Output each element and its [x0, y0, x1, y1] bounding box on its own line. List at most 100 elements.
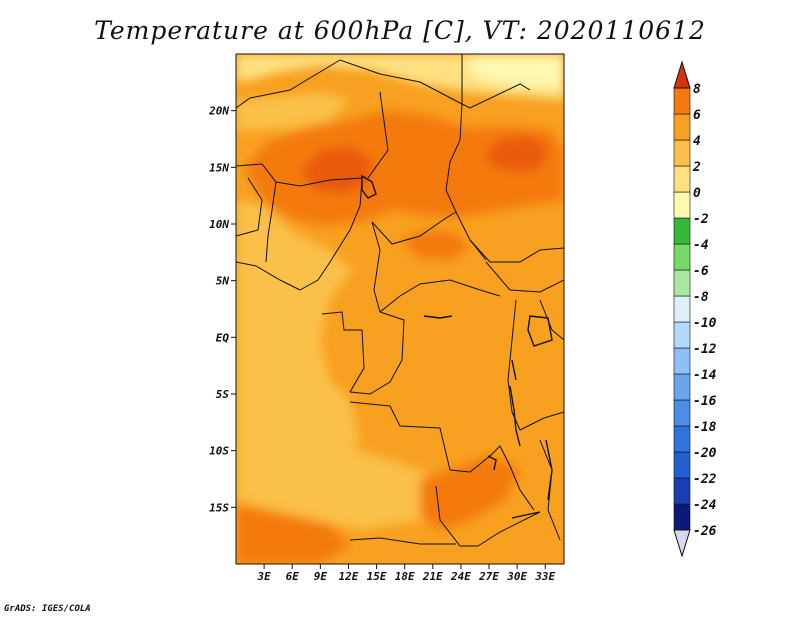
border-westafrica-inland	[236, 177, 263, 237]
border-drc-angola	[349, 401, 451, 471]
map-title: Temperature at 600hPa [C], VT: 202011061…	[94, 16, 706, 45]
lat-tick-label: 5S	[216, 388, 230, 401]
colorbar-box	[673, 165, 691, 193]
lat-tick-label: 15S	[209, 501, 229, 514]
colorbar-label: -16	[693, 394, 717, 409]
colorbar-under-arrow	[673, 529, 691, 558]
colorbar-label: -6	[693, 264, 709, 279]
border-angola-zambia	[435, 485, 478, 547]
border-angola-namibia	[349, 537, 456, 545]
lake-kivu	[511, 359, 517, 381]
colorbar-over-arrow	[673, 60, 691, 89]
border-southsudan-drc	[485, 261, 564, 293]
lon-tick-label: 21E	[422, 570, 443, 583]
colorbar-box	[673, 139, 691, 167]
lon-tick-label: 18E	[395, 570, 415, 583]
border-westafrica-coast	[236, 261, 301, 291]
border-niger-chad	[367, 91, 389, 179]
colorbar-box	[673, 425, 691, 453]
colorbar-box	[673, 191, 691, 219]
colorbar-label: -4	[693, 238, 709, 253]
border-nigeria-benin	[265, 181, 277, 263]
colorbar-box	[673, 451, 691, 479]
lat-tick-label: 15N	[209, 161, 229, 174]
border-cameroon-car	[371, 221, 381, 313]
border-niger-nigeria	[236, 163, 363, 187]
colorbar-label: 0	[693, 186, 701, 201]
border-uganda-kenya	[539, 299, 564, 341]
lon-tick-label: 3E	[256, 570, 271, 583]
colorbar-label: -22	[693, 472, 717, 487]
border-nigeria-cameroon	[299, 179, 363, 291]
lon-tick-label: 6E	[286, 570, 300, 583]
colorbar-label: -14	[693, 368, 717, 383]
field-southwest-pale	[236, 430, 460, 530]
field-southeast-warm	[420, 455, 520, 530]
longitude-axis: 3E 6E 9E 12E 15E 18E 21E 24E 27E 30E 33E	[256, 564, 556, 583]
lake-mweru	[487, 455, 497, 471]
lat-tick-label: 10S	[209, 445, 229, 458]
colorbar-label: 6	[693, 108, 701, 123]
lake-malawi	[545, 439, 553, 501]
field-west-sahel-pale	[236, 92, 350, 130]
lake-congo-basin	[423, 315, 453, 319]
border-chad-car	[371, 211, 457, 245]
border-drc-zambia	[449, 445, 535, 511]
lon-tick-label: 27E	[478, 570, 499, 583]
border-sudan-south	[469, 239, 564, 263]
colorbar-box	[673, 87, 691, 115]
field-south-warm	[236, 505, 350, 564]
colorbar-label: -18	[693, 420, 717, 435]
field-central-warm-patch	[400, 230, 470, 260]
temperature-field	[236, 54, 564, 564]
border-niger-algeria	[236, 59, 463, 109]
border-car-drc	[379, 279, 501, 313]
lat-tick-label: 20N	[208, 105, 229, 118]
colorbar-box	[673, 477, 691, 505]
lat-tick-label: 10N	[209, 218, 229, 231]
colorbar-box	[673, 269, 691, 297]
border-congo-drc	[349, 311, 405, 395]
lon-tick-label: 12E	[339, 570, 359, 583]
colorbar-box	[673, 217, 691, 245]
border-niger-chad-libya	[461, 54, 531, 109]
colorbar-label: -20	[693, 446, 717, 461]
colorbar-box	[673, 503, 691, 531]
lon-tick-label: 30E	[506, 570, 527, 583]
colorbar-label: -26	[693, 524, 717, 539]
colorbar-box	[673, 243, 691, 271]
colorbar-box	[673, 113, 691, 141]
lakes	[361, 174, 553, 519]
colorbar-label: -24	[693, 498, 717, 513]
colorbar-label: 4	[693, 134, 701, 149]
colorbar-box	[673, 321, 691, 349]
colorbar-label: -2	[693, 212, 709, 227]
field-far-north-cool	[470, 54, 564, 88]
lake-victoria	[527, 315, 553, 347]
lon-tick-label: 15E	[367, 570, 387, 583]
lat-tick-label: 5N	[216, 275, 230, 288]
colorbar-box	[673, 373, 691, 401]
field-hot-core-east	[485, 136, 548, 172]
border-zambia-south	[477, 511, 541, 547]
lon-tick-label: 24E	[450, 570, 471, 583]
map-frame	[235, 53, 565, 565]
lake-kariba	[511, 511, 541, 519]
lake-chad	[361, 174, 377, 199]
colorbar-box	[673, 295, 691, 323]
lon-tick-label: 9E	[314, 570, 328, 583]
lake-tanganyika	[509, 385, 521, 447]
border-gabon-congo	[321, 311, 365, 393]
colorbar-label: -10	[693, 316, 717, 331]
colorbar-box	[673, 347, 691, 375]
colorbar-label: -12	[693, 342, 717, 357]
colorbar-label: 8	[693, 82, 701, 97]
lat-tick-label: EQ	[216, 331, 230, 344]
field-sahel-warm	[244, 110, 564, 226]
colorbar-label: -8	[693, 290, 709, 305]
lon-tick-label: 33E	[534, 570, 555, 583]
colorbar-label: 2	[692, 160, 701, 175]
border-tanzania	[519, 411, 564, 431]
